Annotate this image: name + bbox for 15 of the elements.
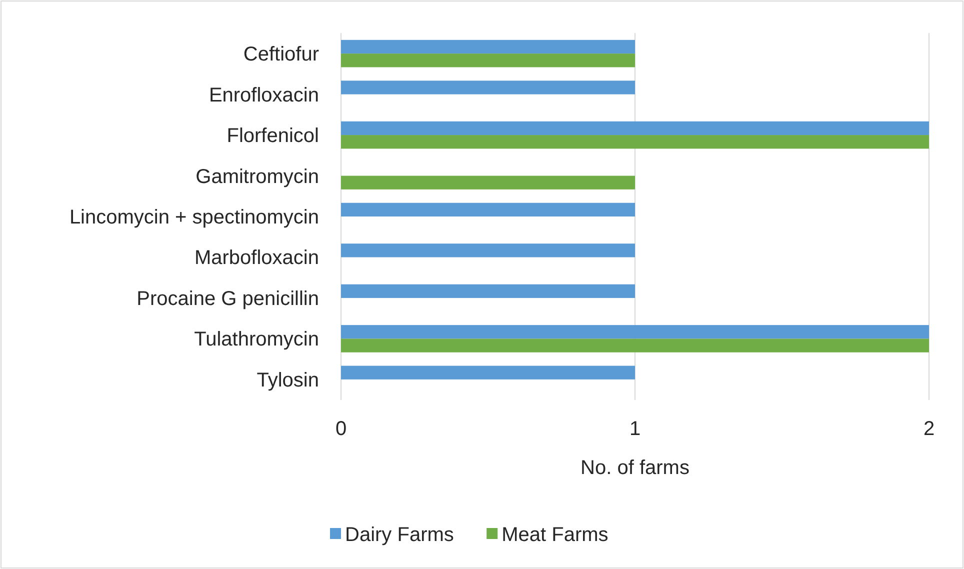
x-axis-title: No. of farms (580, 457, 690, 479)
x-tick-label: 1 (629, 418, 641, 440)
y-tick-label: Lincomycin + spectinomycin (69, 206, 319, 228)
y-tick-label: Marbofloxacin (194, 247, 319, 270)
y-tick-label: Tulathromycin (194, 328, 319, 351)
y-tick-label: Ceftiofur (243, 44, 320, 66)
y-tick-label: Florfenicol (226, 125, 319, 148)
legend-label: Meat Farms (502, 524, 608, 546)
x-tick-label: 2 (923, 418, 935, 440)
y-tick-label: Tylosin (256, 369, 319, 392)
y-tick-label: Gamitromycin (196, 166, 319, 188)
legend-label: Dairy Farms (345, 524, 454, 546)
x-tick-label: 0 (335, 418, 347, 440)
y-tick-label: Procaine G penicillin (136, 288, 319, 310)
y-tick-label: Enrofloxacin (208, 84, 319, 106)
